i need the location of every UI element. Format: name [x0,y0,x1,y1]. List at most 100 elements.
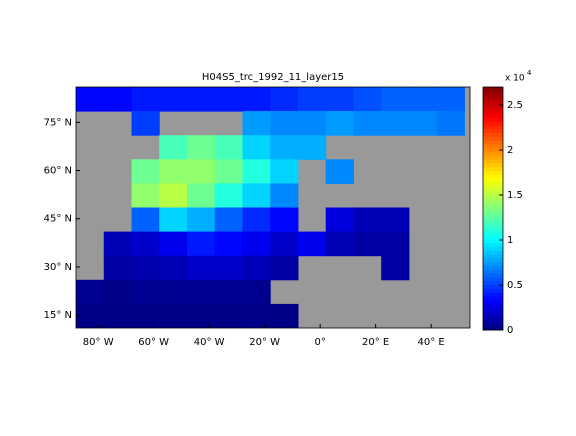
cell [131,303,160,328]
cell [297,111,327,136]
cell [353,231,382,257]
cell [242,159,271,184]
cell [214,303,243,328]
colorbar-step [483,178,503,183]
x-tick-label: 0° [314,337,325,348]
cell [325,231,354,257]
colorbar-step [483,307,503,312]
cell [297,87,327,112]
x-tick-label: 80° W [83,337,114,348]
cell [242,231,271,257]
colorbar-step [483,288,503,293]
cell [214,87,243,112]
cell [436,111,465,136]
cell [408,111,438,136]
colorbar-step [483,216,503,221]
cell [76,87,105,112]
colorbar-step [483,235,503,240]
colorbar-tick-label: 1.5 [507,190,523,201]
cell [186,159,216,184]
cell [381,255,410,281]
cell [270,135,299,160]
cell [270,303,299,328]
cell [214,231,243,257]
cell [353,207,382,233]
colorbar-step [483,151,503,156]
x-tick-label: 60° W [138,337,169,348]
cell [270,231,299,257]
cell [131,231,160,257]
cell [159,255,188,281]
colorbar-step [483,136,503,141]
cell [214,135,243,160]
cell [270,255,299,281]
cells [76,87,465,328]
colorbar-step [483,174,503,179]
cell [353,111,382,136]
colorbar-step [483,87,503,92]
cell [186,279,216,305]
colorbar-step [483,284,503,289]
cell [270,159,299,184]
colorbar-step [483,276,503,282]
cell [214,159,243,184]
colorbar-tick-label: 1 [507,235,513,246]
colorbar-exponent-base: x 10 [505,74,525,84]
colorbar-step [483,250,503,255]
colorbar-step [483,102,503,107]
cell [242,303,271,328]
cell [131,279,160,305]
colorbar-step [483,238,503,244]
colorbar-tick-label: 2.5 [507,100,523,111]
colorbar-step [483,227,503,232]
y-tick-label: 15° N [44,310,72,321]
cell [131,255,160,281]
x-tick-label: 40° E [418,337,445,348]
cell [381,87,410,112]
colorbar-step [483,254,503,259]
colorbar-step [483,197,503,202]
colorbar-step [483,185,503,191]
cell [353,87,382,112]
colorbar-step [483,318,503,323]
colorbar-step [483,265,503,270]
colorbar-step [483,147,503,153]
cell [381,111,410,136]
colorbar-tick-label: 0.5 [507,280,523,291]
cell [131,111,160,136]
colorbar-step [483,242,503,247]
cell [242,183,271,208]
colorbar-step [483,269,503,274]
cell [297,231,327,257]
colorbar-frame [482,86,504,331]
cell [103,279,132,305]
cell [242,87,271,112]
colorbar-exponent-power: 4 [527,69,532,77]
cell [325,207,354,233]
colorbar-step [483,143,503,149]
cell [325,159,354,184]
cell [270,183,299,208]
colorbar-step [483,204,503,209]
cell [159,183,188,208]
colorbar-step [483,193,503,198]
colorbar-step [483,303,503,308]
colorbar-step [483,166,503,172]
colorbar-step [483,219,503,225]
cell [214,255,243,281]
y-tick-label: 30° N [44,262,72,273]
cell [242,111,271,136]
colorbar-step [483,117,503,122]
colorbar-step [483,124,503,130]
cell [408,87,438,112]
colorbar-tick-label: 0 [507,325,513,336]
cell [242,135,271,160]
cell [76,303,105,328]
chart-title: H04S5_trc_1992_11_layer15 [202,72,344,83]
colorbar-step [483,326,503,331]
y-tick-label: 60° N [44,166,72,177]
x-tick-label: 20° E [362,337,389,348]
cell [186,255,216,281]
